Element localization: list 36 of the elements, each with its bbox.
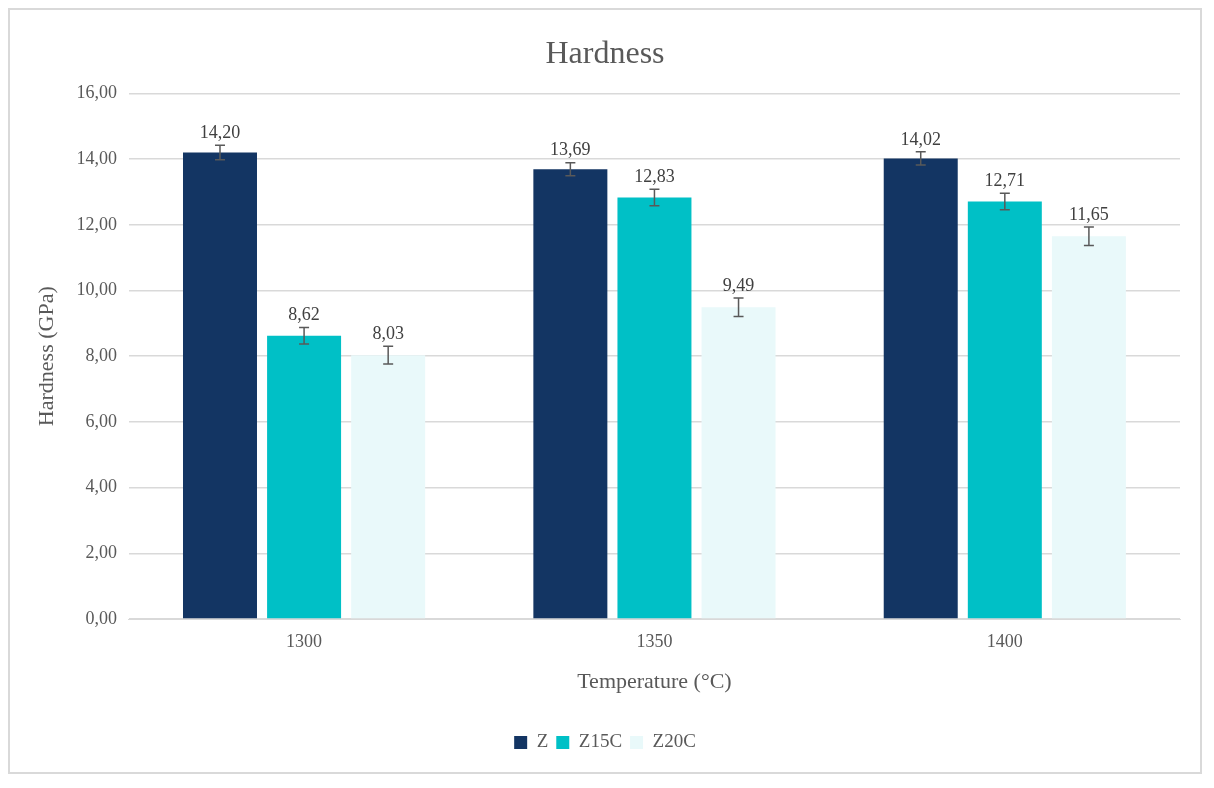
data-label: 8,62	[288, 304, 320, 325]
bar	[351, 355, 426, 619]
y-tick-label: 12,00	[76, 213, 117, 234]
y-tick-label: 8,00	[85, 344, 117, 365]
y-axis-title: Hardness (GPa)	[32, 286, 58, 427]
chart-title: Hardness	[545, 33, 665, 70]
data-label: 12,71	[984, 170, 1026, 190]
x-tick-label: 1400	[986, 630, 1023, 651]
data-label: 9,49	[722, 274, 755, 295]
bar	[617, 197, 692, 619]
data-label: 14,02	[900, 128, 941, 149]
bar	[267, 335, 342, 619]
bar	[183, 152, 257, 619]
y-tick-label: 6,00	[85, 410, 117, 431]
y-tick-label: 2,00	[85, 542, 117, 563]
x-axis-title: Temperature (°C)	[577, 667, 732, 693]
y-tick-label: 4,00	[85, 476, 117, 497]
bar	[967, 201, 1042, 619]
bar	[701, 307, 776, 619]
bar	[1051, 236, 1126, 619]
data-label: 13,69	[550, 139, 591, 160]
legend-label: Z	[536, 730, 549, 752]
legend-label: Z15C	[578, 730, 623, 752]
bar	[883, 158, 958, 619]
x-tick-label: 1350	[636, 630, 673, 651]
data-label: 11,65	[1068, 203, 1109, 224]
legend-label: Z20C	[652, 730, 696, 752]
data-label: 8,03	[372, 323, 404, 344]
x-tick-label: 1300	[286, 630, 323, 651]
y-tick-label: 10,00	[76, 279, 117, 300]
y-tick-label: 16,00	[76, 82, 117, 103]
y-tick-label: 0,00	[85, 607, 117, 628]
y-tick-label: 14,00	[76, 147, 117, 168]
data-label: 14,20	[199, 122, 241, 143]
data-label: 12,83	[634, 166, 675, 187]
bar	[533, 169, 608, 619]
